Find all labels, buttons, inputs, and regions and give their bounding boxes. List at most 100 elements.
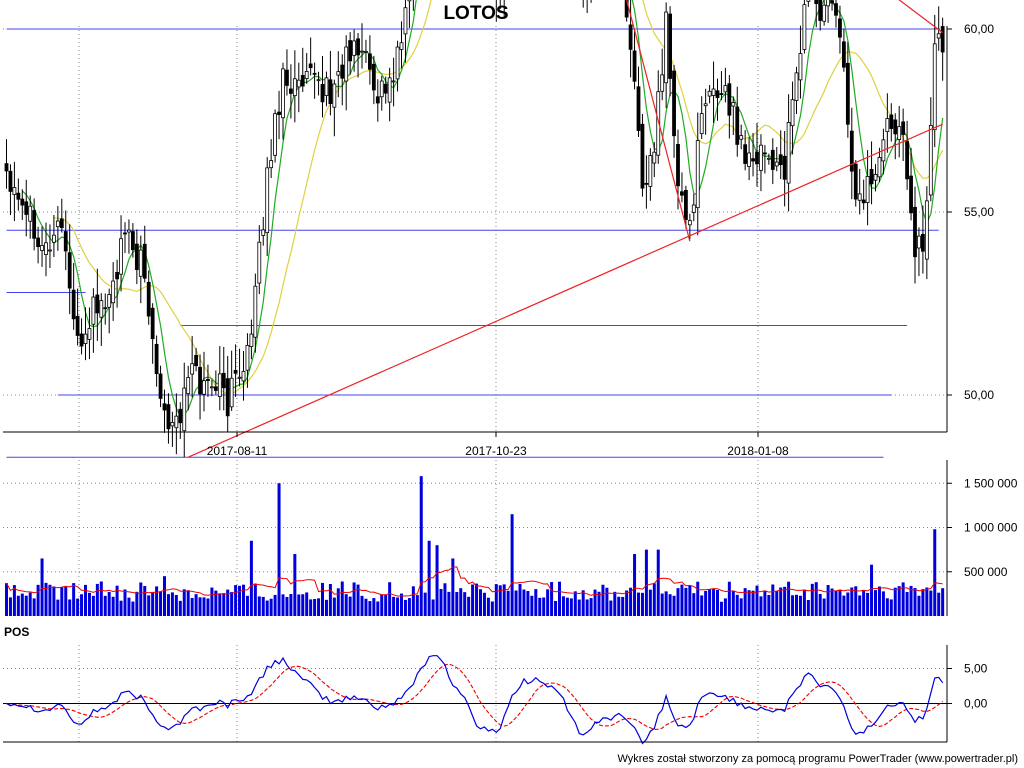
volume-bar bbox=[24, 595, 28, 616]
candle-body bbox=[778, 154, 783, 166]
candle-body bbox=[158, 373, 163, 399]
volume-bar bbox=[206, 598, 210, 616]
price-y-tick-label: 55,00 bbox=[964, 205, 994, 219]
candle-body bbox=[170, 422, 175, 427]
price-x-tick-label: 2018-01-08 bbox=[727, 444, 789, 458]
volume-bar bbox=[791, 595, 795, 616]
candle-body bbox=[217, 373, 222, 397]
volume-bar bbox=[842, 595, 846, 616]
volume-bar bbox=[858, 595, 862, 616]
volume-bar bbox=[230, 592, 234, 616]
candle-body bbox=[857, 193, 862, 201]
volume-bar bbox=[534, 589, 538, 616]
volume-bar bbox=[601, 584, 605, 616]
candle-body bbox=[166, 404, 171, 430]
volume-bar bbox=[317, 598, 321, 616]
volume-bar bbox=[202, 597, 206, 616]
volume-bar bbox=[806, 600, 810, 616]
volume-bar bbox=[242, 584, 245, 616]
volume-bar bbox=[435, 545, 439, 616]
candle-body bbox=[648, 155, 653, 187]
candle-body bbox=[763, 152, 767, 155]
volume-bar bbox=[293, 554, 297, 616]
volume-bar bbox=[328, 583, 332, 616]
volume-bar bbox=[514, 590, 518, 616]
volume-bar bbox=[617, 596, 621, 616]
candle-body bbox=[221, 372, 226, 389]
candle-body bbox=[59, 218, 64, 229]
candle-body bbox=[766, 157, 771, 160]
volume-bar bbox=[103, 595, 107, 616]
volume-bar bbox=[731, 590, 735, 616]
candle-body bbox=[913, 206, 917, 258]
volume-bar bbox=[838, 589, 842, 616]
volume-bar bbox=[751, 590, 755, 616]
candle-body bbox=[277, 111, 281, 115]
volume-bar bbox=[396, 597, 400, 616]
candle-body bbox=[664, 11, 669, 84]
volume-bar bbox=[684, 587, 688, 616]
volume-bar bbox=[245, 595, 249, 616]
candle-body bbox=[897, 126, 902, 140]
candle-body bbox=[257, 241, 262, 284]
candle-body bbox=[407, 0, 412, 2]
volume-bar bbox=[479, 589, 482, 616]
candle-body bbox=[806, 0, 811, 2]
candle-body bbox=[20, 198, 25, 206]
volume-moving-average-line bbox=[6, 566, 943, 597]
candle-body bbox=[249, 333, 254, 347]
candle-body bbox=[842, 41, 846, 68]
volume-bar bbox=[633, 554, 637, 616]
volume-bar bbox=[411, 586, 415, 616]
price-y-tick-label: 60,00 bbox=[964, 22, 994, 36]
candle-body bbox=[699, 113, 704, 135]
candle-body bbox=[387, 77, 392, 103]
candle-body bbox=[719, 93, 724, 95]
candle-body bbox=[932, 43, 937, 131]
volume-bar bbox=[917, 595, 921, 616]
pos-y-tick-label: 5,00 bbox=[964, 662, 988, 676]
candle-body bbox=[241, 370, 246, 382]
volume-bar bbox=[550, 582, 554, 616]
candle-body bbox=[340, 64, 345, 79]
volume-bar bbox=[431, 599, 435, 616]
volume-bar bbox=[877, 586, 881, 616]
candle-body bbox=[940, 26, 945, 53]
volume-bar bbox=[147, 595, 151, 616]
volume-bar bbox=[652, 583, 656, 616]
candle-body bbox=[328, 79, 333, 105]
volume-bar bbox=[151, 592, 155, 616]
volume-bar bbox=[874, 590, 877, 616]
candle-body bbox=[253, 285, 258, 338]
candle-body bbox=[885, 118, 890, 133]
volume-bar bbox=[99, 581, 103, 616]
volume-bar bbox=[846, 592, 850, 616]
trend-line bbox=[626, 0, 691, 242]
volume-bar bbox=[190, 597, 194, 616]
volume-bar bbox=[605, 587, 609, 616]
volume-bar bbox=[348, 596, 352, 616]
volume-bar bbox=[510, 514, 514, 616]
candle-body bbox=[391, 80, 396, 83]
volume-bar bbox=[897, 586, 901, 616]
volume-bar bbox=[273, 594, 277, 616]
candle-body bbox=[162, 403, 167, 411]
volume-bar bbox=[482, 592, 486, 616]
volume-bar bbox=[585, 599, 589, 616]
volume-bar bbox=[640, 592, 644, 616]
candle-body bbox=[296, 79, 301, 88]
volume-bar bbox=[554, 600, 558, 616]
volume-bar bbox=[139, 582, 143, 616]
candle-body bbox=[44, 242, 48, 255]
candle-body bbox=[628, 24, 633, 50]
candle-body bbox=[245, 344, 250, 371]
volume-bar bbox=[127, 597, 131, 616]
volume-bar bbox=[546, 589, 550, 616]
volume-bar bbox=[885, 598, 889, 616]
volume-bar bbox=[613, 591, 617, 616]
volume-bar bbox=[795, 594, 798, 616]
candle-body bbox=[316, 79, 321, 82]
volume-bar bbox=[735, 594, 739, 616]
volume-bar bbox=[834, 590, 838, 616]
candle-body bbox=[711, 88, 716, 96]
